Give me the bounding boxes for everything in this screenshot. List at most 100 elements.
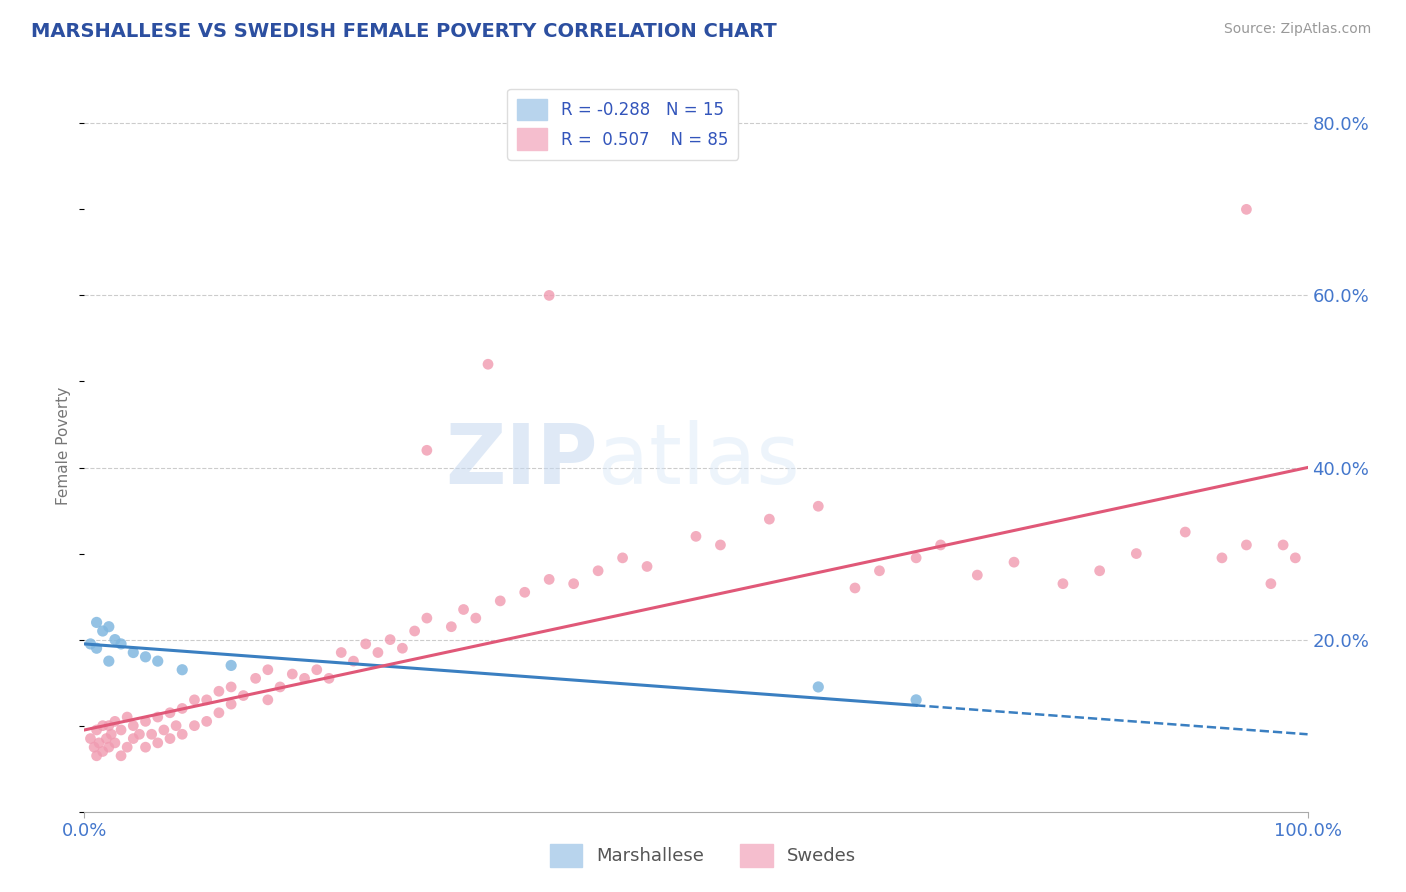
Legend: R = -0.288   N = 15, R =  0.507    N = 85: R = -0.288 N = 15, R = 0.507 N = 85	[508, 88, 738, 160]
Point	[172, 727, 194, 741]
Point	[86, 641, 108, 656]
Point	[294, 671, 316, 685]
Point	[477, 357, 499, 371]
Point	[464, 611, 486, 625]
Point	[219, 658, 242, 673]
Point	[91, 719, 114, 733]
Point	[208, 706, 231, 720]
Point	[146, 736, 169, 750]
Point	[1272, 538, 1295, 552]
Point	[929, 538, 952, 552]
Point	[905, 693, 928, 707]
Point	[79, 637, 101, 651]
Point	[100, 727, 122, 741]
Legend: Marshallese, Swedes: Marshallese, Swedes	[543, 837, 863, 874]
Point	[318, 671, 340, 685]
Point	[1260, 576, 1282, 591]
Text: atlas: atlas	[598, 420, 800, 501]
Point	[135, 740, 157, 755]
Text: ZIP: ZIP	[446, 420, 598, 501]
Point	[844, 581, 866, 595]
Point	[153, 723, 176, 737]
Point	[146, 710, 169, 724]
Point	[96, 731, 118, 746]
Point	[453, 602, 475, 616]
Point	[110, 723, 132, 737]
Point	[807, 500, 830, 514]
Point	[97, 740, 120, 755]
Point	[966, 568, 988, 582]
Point	[122, 719, 145, 733]
Point	[128, 727, 150, 741]
Point	[807, 680, 830, 694]
Point	[685, 529, 707, 543]
Point	[104, 632, 127, 647]
Point	[195, 693, 218, 707]
Point	[219, 697, 242, 711]
Point	[513, 585, 536, 599]
Point	[183, 693, 205, 707]
Point	[110, 637, 132, 651]
Point	[709, 538, 731, 552]
Point	[281, 667, 304, 681]
Point	[305, 663, 328, 677]
Point	[354, 637, 377, 651]
Point	[172, 701, 194, 715]
Point	[122, 646, 145, 660]
Point	[869, 564, 891, 578]
Point	[165, 719, 187, 733]
Point	[367, 646, 389, 660]
Point	[1002, 555, 1025, 569]
Point	[1211, 550, 1233, 565]
Point	[91, 624, 114, 638]
Point	[416, 611, 439, 625]
Point	[135, 649, 157, 664]
Point	[232, 689, 254, 703]
Point	[905, 550, 928, 565]
Point	[86, 615, 108, 630]
Point	[91, 744, 114, 758]
Point	[245, 671, 267, 685]
Point	[636, 559, 658, 574]
Point	[83, 740, 105, 755]
Point	[159, 731, 181, 746]
Point	[104, 736, 127, 750]
Point	[122, 731, 145, 746]
Y-axis label: Female Poverty: Female Poverty	[56, 387, 72, 505]
Point	[1052, 576, 1074, 591]
Point	[86, 748, 108, 763]
Point	[391, 641, 413, 656]
Point	[380, 632, 402, 647]
Point	[146, 654, 169, 668]
Point	[87, 736, 110, 750]
Point	[758, 512, 780, 526]
Point	[538, 288, 561, 302]
Point	[208, 684, 231, 698]
Point	[183, 719, 205, 733]
Point	[135, 714, 157, 729]
Point	[1236, 202, 1258, 217]
Point	[1125, 547, 1147, 561]
Point	[257, 693, 280, 707]
Point	[269, 680, 291, 694]
Point	[172, 663, 194, 677]
Point	[257, 663, 280, 677]
Point	[489, 594, 512, 608]
Point	[97, 719, 120, 733]
Point	[219, 680, 242, 694]
Point	[342, 654, 364, 668]
Point	[416, 443, 439, 458]
Point	[538, 573, 561, 587]
Point	[104, 714, 127, 729]
Text: Source: ZipAtlas.com: Source: ZipAtlas.com	[1223, 22, 1371, 37]
Point	[1174, 524, 1197, 539]
Point	[612, 550, 634, 565]
Point	[159, 706, 181, 720]
Point	[110, 748, 132, 763]
Point	[86, 723, 108, 737]
Point	[562, 576, 585, 591]
Point	[1284, 550, 1306, 565]
Point	[1088, 564, 1111, 578]
Point	[1236, 538, 1258, 552]
Point	[97, 620, 120, 634]
